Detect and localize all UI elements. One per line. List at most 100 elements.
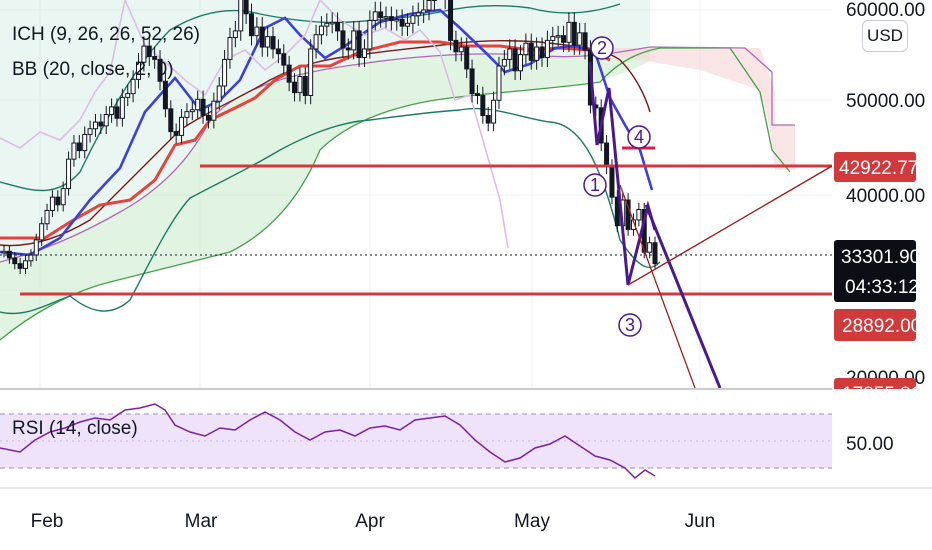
annotation-1: 1 (583, 173, 607, 197)
candle-body (259, 26, 265, 48)
svg-text:3: 3 (625, 315, 635, 335)
candle-body (474, 93, 480, 96)
candle-body (528, 42, 534, 61)
candle-body (286, 64, 292, 83)
candle-body (232, 30, 238, 39)
candle-body (119, 96, 125, 119)
candle-body (49, 196, 55, 211)
candle-body (335, 21, 341, 32)
candle-body (238, 0, 244, 32)
candle-body (394, 19, 400, 22)
svg-text:40000.00: 40000.00 (846, 186, 925, 207)
candle-body (550, 36, 556, 41)
svg-text:17855.81: 17855.81 (842, 384, 921, 405)
candle-body (453, 39, 459, 53)
candle-body (604, 142, 610, 168)
candle-body (647, 242, 653, 253)
candle-body (55, 196, 61, 206)
candle-body (512, 48, 518, 72)
candle-body (361, 48, 367, 59)
x-label-apr: Apr (355, 511, 385, 532)
candle-body (577, 32, 583, 46)
candle-body (485, 114, 491, 124)
candle-body (410, 15, 416, 24)
candle-body (179, 116, 185, 136)
candle-body (195, 98, 201, 111)
candle-body (33, 239, 39, 256)
candle-body (265, 36, 271, 48)
candle-body (399, 19, 405, 27)
candle-body (189, 109, 195, 113)
candle-body (458, 46, 464, 53)
candle-body (318, 25, 324, 36)
candle-body (480, 95, 486, 116)
senkou-span-a (0, 47, 791, 341)
candle-body (539, 46, 545, 58)
candle-body (44, 209, 50, 225)
candle-body (340, 30, 346, 49)
candle-body (313, 34, 319, 50)
svg-text:42922.77: 42922.77 (839, 158, 918, 179)
rsi-label[interactable]: RSI (14, close) (12, 418, 138, 439)
candle-body (109, 106, 115, 116)
candle-body (523, 42, 529, 56)
candle-body (157, 58, 163, 82)
svg-text:60000.00: 60000.00 (846, 0, 925, 21)
candle-body (292, 81, 298, 94)
svg-text:33301.90: 33301.90 (841, 247, 920, 268)
chikou-span (0, 0, 509, 249)
candle-body (82, 133, 88, 152)
candle-body (125, 93, 131, 98)
candle-body (464, 46, 470, 70)
candle-body (92, 121, 98, 130)
candle-body (184, 111, 190, 118)
candle-body (517, 54, 523, 72)
ichimoku-label[interactable]: ICH (9, 26, 26, 52, 26) (12, 24, 200, 45)
candle-body (248, 13, 254, 37)
candle-body (534, 46, 540, 61)
candle-body (227, 37, 233, 60)
svg-text:4: 4 (634, 127, 644, 147)
bb-lower (0, 107, 661, 315)
x-label-may: May (514, 511, 550, 532)
candle-body (297, 76, 303, 94)
ichimoku-cloud-future (610, 48, 795, 170)
candle-body (324, 22, 330, 27)
candle-body (625, 199, 631, 230)
candle-body (388, 16, 394, 21)
candle-body (76, 142, 82, 152)
candle-body (372, 11, 378, 21)
candle-body (152, 56, 158, 60)
candle-body (507, 48, 513, 60)
candle-body (114, 106, 120, 119)
candle-body (60, 188, 66, 206)
x-label-feb: Feb (31, 511, 64, 532)
candle-body (652, 242, 658, 265)
candle-body (431, 0, 437, 1)
candle-body (345, 47, 351, 51)
svg-text:2: 2 (597, 38, 607, 58)
candle-body (211, 100, 217, 121)
svg-text:1: 1 (590, 175, 600, 195)
candle-body (168, 108, 174, 133)
x-axis: Feb Mar Apr May Jun (0, 487, 932, 550)
candle-body (561, 35, 567, 43)
candle-body (1, 250, 7, 254)
candle-body (205, 114, 211, 121)
candle-body (308, 48, 314, 96)
bollinger-label[interactable]: BB (20, close, 2, 0) (12, 59, 174, 80)
svg-text:50.00: 50.00 (846, 434, 894, 455)
candle-body (636, 209, 642, 221)
candle-body (103, 114, 109, 127)
currency-button[interactable]: USD (862, 20, 908, 52)
candle-body (98, 121, 104, 127)
candle-body (448, 0, 454, 41)
candle-body (17, 263, 23, 269)
projection-line-1 (644, 204, 722, 389)
candle-body (421, 9, 427, 14)
candle-body (254, 26, 260, 37)
candle-body (39, 223, 45, 241)
candle-body (491, 99, 497, 124)
candle-body (12, 257, 18, 265)
